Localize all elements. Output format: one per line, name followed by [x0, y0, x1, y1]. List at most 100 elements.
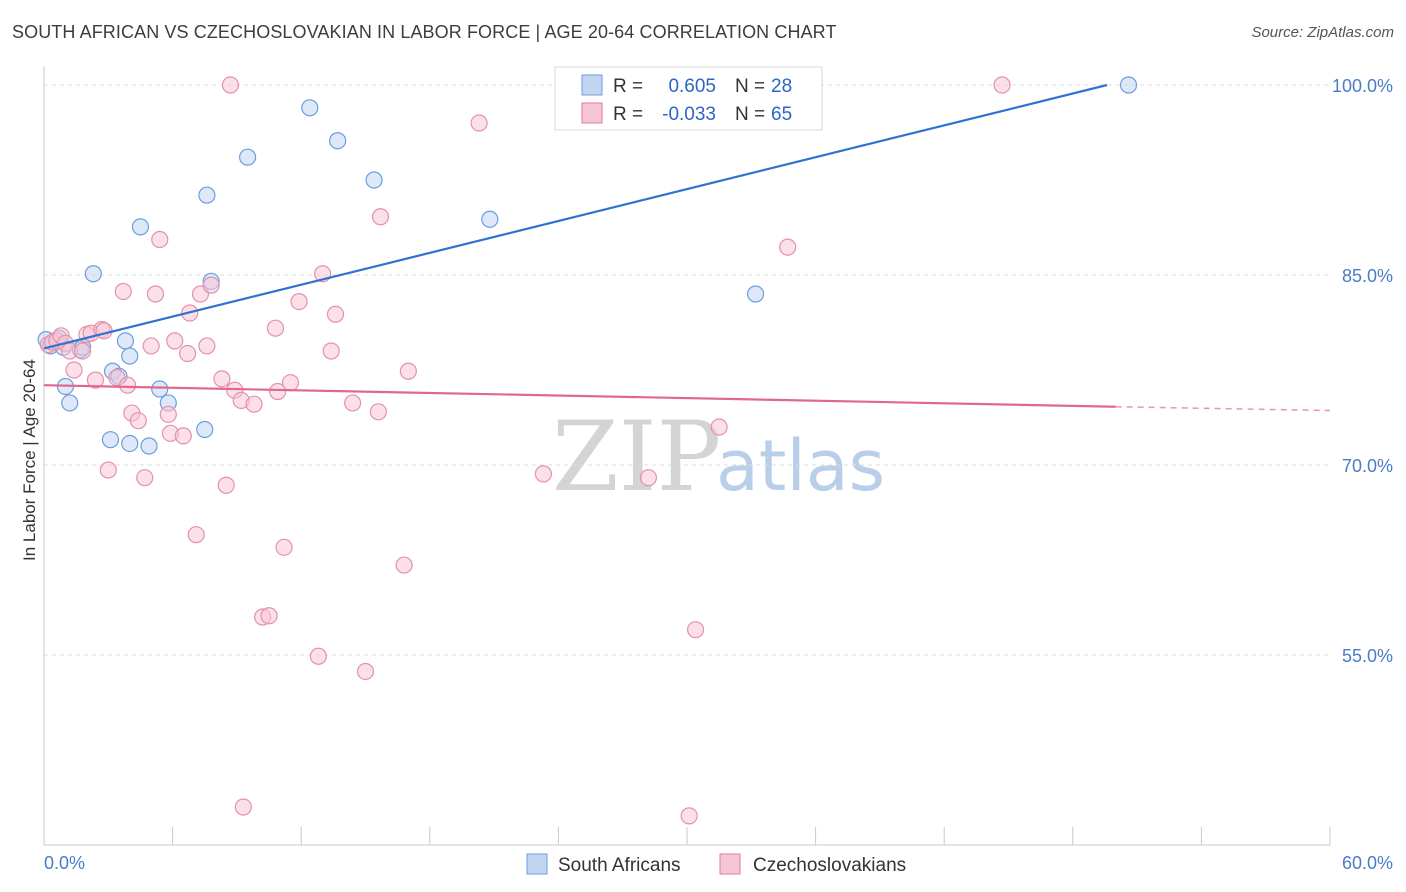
czechoslovakian-point-13	[99, 461, 117, 479]
czechoslovakian-point-12	[95, 322, 113, 340]
south-african-point-5	[61, 394, 79, 412]
legend-r-label-2: R =	[613, 104, 643, 125]
watermark-atlas: atlas	[716, 425, 885, 507]
czechoslovakian-point-10	[86, 371, 105, 389]
czechoslovakian-point-21	[146, 285, 165, 303]
czechoslovakian-point-19	[136, 469, 154, 487]
czechoslovakian-point-57	[470, 114, 488, 132]
y-tick-label-3: 100.0%	[1332, 76, 1393, 96]
bottom-legend-south-africans: South Africans	[558, 855, 681, 876]
south-african-trend-line	[43, 83, 1108, 350]
legend-n-value-1: 28	[771, 76, 792, 97]
czechoslovakian-point-46	[290, 293, 308, 311]
czechoslovakian-point-35	[221, 76, 240, 94]
south-african-point-17	[151, 380, 169, 398]
czechoslovakian-point-38	[234, 798, 252, 816]
legend-n-label-2: N =	[735, 104, 765, 125]
south-african-point-20	[198, 186, 216, 204]
chart-title: SOUTH AFRICAN VS CZECHOSLOVAKIAN IN LABO…	[12, 22, 837, 42]
legend-n-label-1: N =	[735, 76, 765, 97]
czechoslovakian-point-27	[179, 344, 197, 363]
legend-r-value-2: -0.033	[662, 104, 716, 125]
czechoslovakian-point-59	[639, 469, 658, 487]
czechoslovakian-point-18	[129, 412, 147, 430]
czechoslovakian-point-45	[281, 374, 300, 392]
south-african-point-22	[239, 148, 257, 166]
czechoslovakian-point-43	[269, 382, 287, 401]
x-tick-labels: 0.0% 60.0%	[44, 853, 1393, 873]
south-african-point-14	[121, 434, 139, 453]
axes	[43, 66, 1331, 846]
czechoslovakian-point-6	[65, 361, 83, 379]
czechoslovakian-point-63	[993, 76, 1011, 94]
south-african-point-28	[1119, 76, 1138, 94]
czechoslovakian-point-56	[399, 362, 417, 380]
czechoslovakian-point-60	[686, 621, 705, 639]
south-african-point-13	[121, 347, 139, 365]
south-african-point-26	[481, 210, 499, 228]
czechoslovakian-point-44	[275, 538, 293, 556]
south-african-point-27	[746, 285, 765, 303]
czechoslovakian-point-32	[202, 276, 220, 294]
legend-swatch-czechoslovakians	[581, 102, 603, 124]
south-african-point-8	[84, 265, 102, 283]
czechoslovakian-point-22	[151, 230, 169, 249]
czechoslovakian-point-26	[174, 427, 192, 445]
y-tick-label-2: 85.0%	[1342, 266, 1393, 286]
czechoslovakian-point-51	[344, 394, 362, 412]
czechoslovakian-point-61	[710, 418, 728, 436]
czechoslovakian-point-53	[369, 403, 387, 421]
south-african-point-12	[116, 332, 135, 350]
czechoslovakian-point-50	[326, 305, 345, 323]
legend-r-value-1: 0.605	[668, 76, 716, 97]
source-label: Source: ZipAtlas.com	[1251, 24, 1394, 41]
czechoslovakian-trend-line	[43, 384, 1116, 408]
y-axis-label: In Labor Force | Age 20-64	[20, 359, 39, 561]
stats-legend: R = 0.605 N = 28 R = -0.033 N = 65	[554, 66, 823, 131]
czechoslovakian-point-33	[213, 370, 231, 388]
x-tick-label-1: 60.0%	[1342, 853, 1393, 873]
bottom-legend-czechoslovakians: Czechoslovakians	[753, 855, 906, 876]
trend-lines	[43, 83, 1331, 412]
x-tick-label-0: 0.0%	[44, 853, 85, 873]
y-tick-label-1: 70.0%	[1342, 456, 1393, 476]
legend-r-label-1: R =	[613, 76, 643, 97]
czechoslovakian-point-7	[73, 342, 92, 360]
czechoslovakian-point-25	[166, 332, 184, 350]
czechoslovakian-point-54	[371, 208, 390, 226]
czechoslovakian-point-29	[187, 526, 205, 544]
y-tick-labels: 55.0% 70.0% 85.0% 100.0%	[1332, 76, 1393, 666]
czechoslovakian-point-47	[309, 647, 327, 665]
south-african-point-15	[131, 218, 150, 236]
south-african-point-25	[365, 171, 383, 189]
czechoslovakian-point-58	[534, 465, 552, 483]
czechoslovakian-point-31	[198, 337, 216, 355]
czechoslovakian-point-64	[680, 807, 698, 825]
legend-swatch-south-africans	[581, 74, 603, 96]
czechoslovakian-point-15	[114, 282, 132, 301]
series-legend: South Africans Czechoslovakians	[526, 853, 906, 876]
bottom-swatch-czechoslovakians	[719, 853, 741, 875]
czechoslovakian-point-62	[779, 238, 797, 256]
south-african-point-19	[196, 420, 214, 439]
south-african-point-23	[301, 99, 319, 117]
watermark-zip: ZIP	[552, 401, 721, 513]
y-tick-label-0: 55.0%	[1342, 646, 1393, 666]
czechoslovakian-point-39	[245, 395, 263, 413]
czechoslovakian-point-20	[142, 337, 160, 355]
legend-n-value-2: 65	[771, 104, 792, 125]
czechoslovakian-point-52	[356, 662, 375, 681]
czechoslovakian-point-41	[260, 607, 278, 625]
czechoslovakian-point-55	[395, 556, 413, 574]
czechoslovakian-point-42	[266, 319, 285, 337]
grid-lines	[44, 84, 1330, 656]
south-african-point-16	[140, 437, 158, 455]
south-african-point-9	[101, 431, 120, 449]
czechoslovakian-point-23	[159, 405, 177, 423]
czechoslovakian-trend-extension	[1115, 405, 1331, 412]
czechoslovakian-point-34	[217, 476, 235, 494]
czechoslovakian-point-49	[322, 342, 340, 360]
south-african-point-24	[329, 132, 347, 150]
bottom-swatch-south-africans	[526, 853, 548, 875]
